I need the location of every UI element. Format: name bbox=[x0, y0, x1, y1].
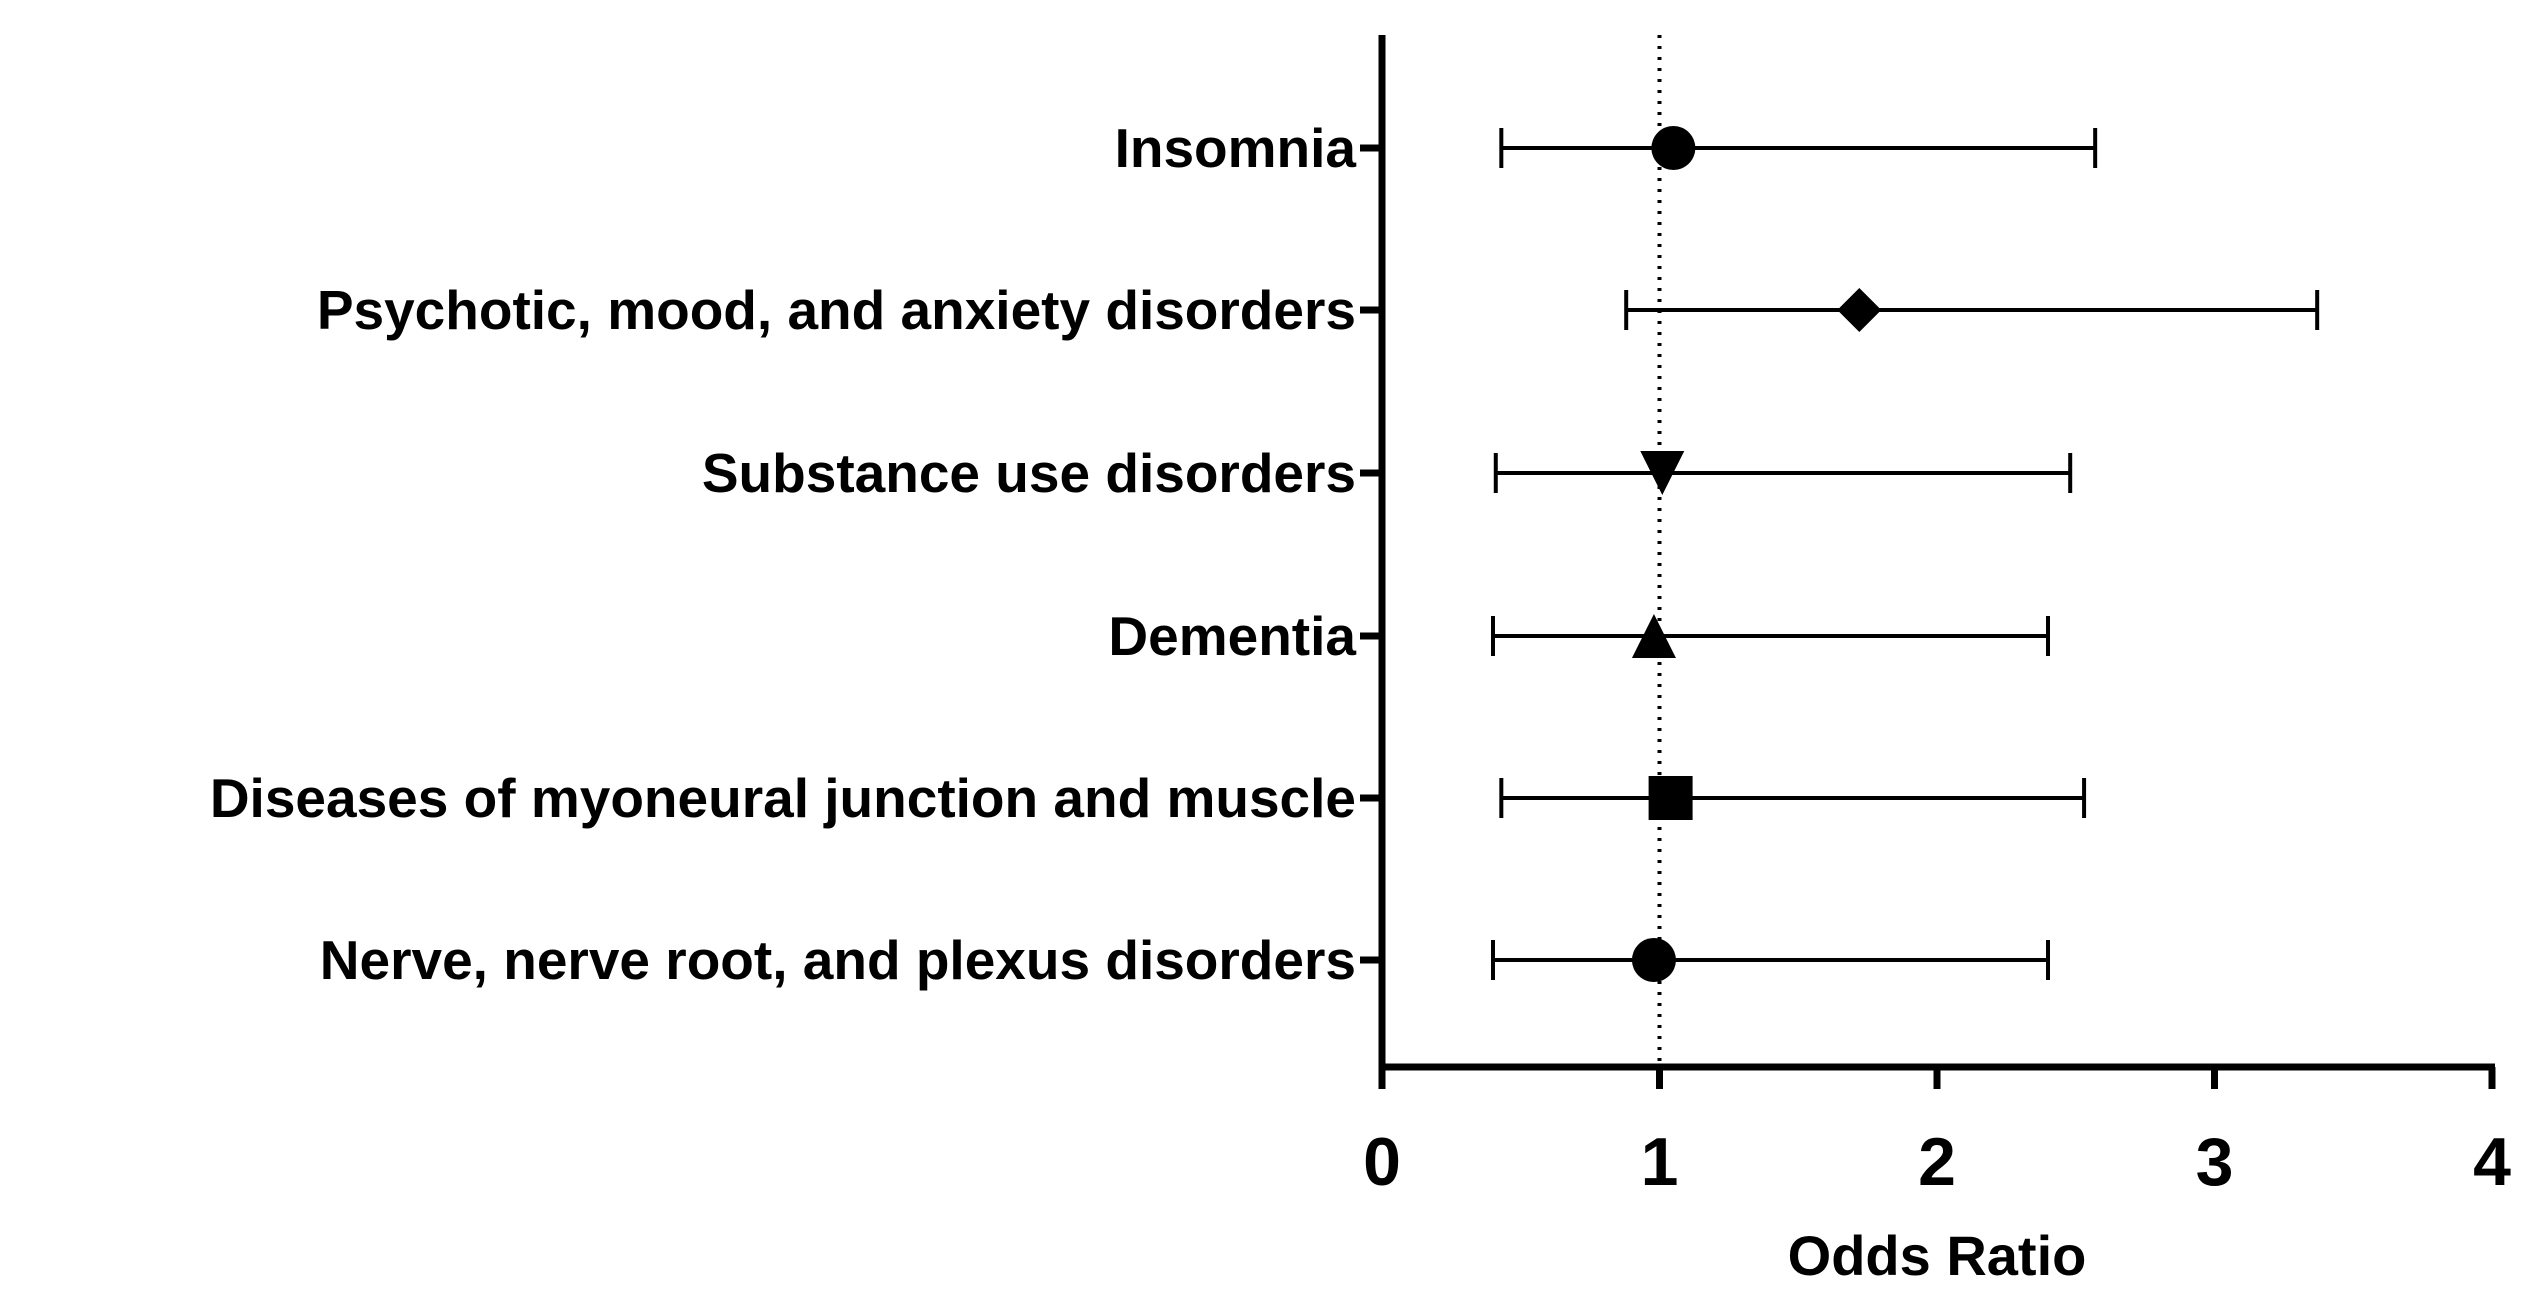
y-tick-label: Insomnia bbox=[1115, 117, 1357, 179]
row: Nerve, nerve root, and plexus disorders bbox=[320, 929, 2050, 991]
x-tick-label: 4 bbox=[2473, 1124, 2511, 1200]
x-tick-label: 2 bbox=[1918, 1124, 1956, 1200]
y-tick-label: Nerve, nerve root, and plexus disorders bbox=[320, 929, 1356, 991]
row: Substance use disorders bbox=[702, 442, 2073, 504]
x-tick-label: 1 bbox=[1641, 1124, 1679, 1200]
point-estimate-square bbox=[1648, 776, 1693, 820]
y-tick-label: Substance use disorders bbox=[702, 442, 1356, 504]
point-estimate-circle bbox=[1651, 126, 1696, 170]
point-estimate-circle bbox=[1631, 938, 1676, 982]
axes: 0 1 2 3 4 bbox=[1363, 35, 2511, 1200]
row: Diseases of myoneural junction and muscl… bbox=[210, 767, 2087, 829]
x-axis-label: Odds Ratio bbox=[1788, 1224, 2087, 1287]
rows: Insomnia Psychotic, mood, and anxiety dis… bbox=[210, 117, 2320, 991]
point-estimate-triangle-down bbox=[1640, 451, 1685, 495]
y-tick-label: Psychotic, mood, and anxiety disorders bbox=[317, 279, 1356, 341]
y-tick-label: Diseases of myoneural junction and muscl… bbox=[210, 767, 1356, 829]
row: Dementia bbox=[1108, 605, 2050, 667]
point-estimate-diamond bbox=[1837, 288, 1882, 332]
point-estimate-triangle-up bbox=[1631, 614, 1676, 658]
row: Psychotic, mood, and anxiety disorders bbox=[317, 279, 2320, 341]
y-tick-label: Dementia bbox=[1108, 605, 1356, 667]
x-tick-label: 0 bbox=[1363, 1124, 1401, 1200]
x-tick-label: 3 bbox=[2196, 1124, 2234, 1200]
row: Insomnia bbox=[1115, 117, 2098, 179]
